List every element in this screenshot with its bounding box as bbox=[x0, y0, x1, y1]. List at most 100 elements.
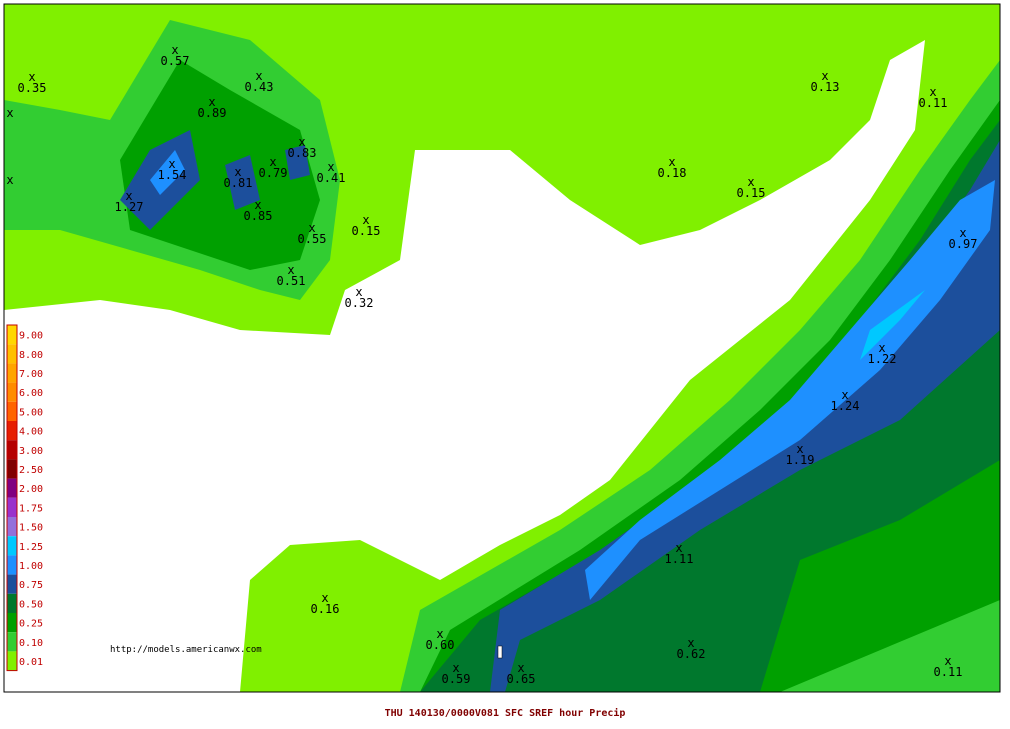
legend-swatch bbox=[7, 651, 17, 671]
point-value: 1.22 bbox=[868, 352, 897, 366]
point-value: 0.43 bbox=[245, 80, 274, 94]
point-value: 0.41 bbox=[317, 171, 346, 185]
marker: x bbox=[168, 157, 175, 171]
legend-swatch bbox=[7, 382, 17, 402]
legend-label: 3.00 bbox=[19, 446, 43, 457]
legend-label: 7.00 bbox=[19, 369, 43, 380]
point-value: 1.27 bbox=[115, 200, 144, 214]
marker: x bbox=[747, 175, 754, 189]
marker: x bbox=[327, 160, 334, 174]
marker: x bbox=[436, 627, 443, 641]
legend-swatch bbox=[7, 440, 17, 460]
marker: x bbox=[944, 654, 951, 668]
legend-label: 4.00 bbox=[19, 427, 43, 438]
marker: x bbox=[234, 165, 241, 179]
legend-label: 1.50 bbox=[19, 523, 43, 534]
point-value: 0.35 bbox=[18, 81, 47, 95]
marker: x bbox=[959, 226, 966, 240]
legend-swatch bbox=[7, 459, 17, 479]
legend-swatch bbox=[7, 421, 17, 441]
point-value: 0.60 bbox=[426, 638, 455, 652]
legend-label: 5.00 bbox=[19, 407, 43, 418]
legend-label: 1.00 bbox=[19, 561, 43, 572]
point-value: 0.11 bbox=[919, 96, 948, 110]
point-value: 0.65 bbox=[507, 672, 536, 686]
marker: x bbox=[6, 106, 13, 120]
legend-label: 0.10 bbox=[19, 638, 43, 649]
legend-label: 1.25 bbox=[19, 542, 43, 553]
points: x0.35x0.57x0.43x0.89x1.54x1.27x0.81x0.79… bbox=[18, 43, 978, 686]
marker: x bbox=[287, 263, 294, 277]
point-value: 0.13 bbox=[811, 80, 840, 94]
legend-label: 0.75 bbox=[19, 580, 43, 591]
marker: x bbox=[929, 85, 936, 99]
marker: x bbox=[517, 661, 524, 675]
point-value: 0.62 bbox=[677, 647, 706, 661]
legend-label: 8.00 bbox=[19, 350, 43, 361]
marker: x bbox=[878, 341, 885, 355]
map-frame bbox=[3, 3, 1001, 693]
marker: x bbox=[355, 285, 362, 299]
legend-swatch bbox=[7, 325, 17, 345]
marker: x bbox=[675, 541, 682, 555]
point-value: 0.55 bbox=[298, 232, 327, 246]
marker: x bbox=[687, 636, 694, 650]
legend-swatch bbox=[7, 497, 17, 517]
legend-swatch bbox=[7, 344, 17, 364]
point-value: 0.15 bbox=[352, 224, 381, 238]
marker: x bbox=[362, 213, 369, 227]
marker: x bbox=[321, 591, 328, 605]
legend-swatch bbox=[7, 517, 17, 537]
caption: THU 140130/0000V081 SFC SREF hour Precip bbox=[385, 707, 626, 719]
marker: x bbox=[171, 43, 178, 57]
point-value: 0.81 bbox=[224, 176, 253, 190]
marker: x bbox=[298, 135, 305, 149]
point-value: 0.32 bbox=[345, 296, 374, 310]
legend-swatch bbox=[7, 574, 17, 594]
marker: x bbox=[208, 95, 215, 109]
precip-bands-west bbox=[4, 20, 340, 300]
legend-label: 0.01 bbox=[19, 657, 43, 668]
legend-label: 0.50 bbox=[19, 599, 43, 610]
point-value: 0.18 bbox=[658, 166, 687, 180]
point-value: 1.24 bbox=[831, 399, 860, 413]
point-value: 0.15 bbox=[737, 186, 766, 200]
marker: x bbox=[255, 69, 262, 83]
no-precip-area bbox=[4, 40, 925, 692]
legend-swatch bbox=[7, 632, 17, 652]
precip-bands-east bbox=[400, 60, 1000, 692]
point-value: 1.19 bbox=[786, 453, 815, 467]
legend-swatch bbox=[7, 593, 17, 613]
marker: x bbox=[841, 388, 848, 402]
marker: x bbox=[6, 173, 13, 187]
marker: x bbox=[308, 221, 315, 235]
legend-label: 2.00 bbox=[19, 484, 43, 495]
marker: x bbox=[796, 442, 803, 456]
marker: x bbox=[254, 198, 261, 212]
point-value: 0.59 bbox=[442, 672, 471, 686]
point-value: 0.11 bbox=[934, 665, 963, 679]
legend: 9.00 8.00 7.00 6.00 5.00 4.00 3.00 2.50 2.00 1.75… bbox=[6, 324, 43, 672]
legend-swatch bbox=[7, 613, 17, 633]
point-value: 0.57 bbox=[161, 54, 190, 68]
marker: x bbox=[125, 189, 132, 203]
point-value: 1.11 bbox=[665, 552, 694, 566]
point-value: 0.83 bbox=[288, 146, 317, 160]
legend-label: 9.00 bbox=[19, 331, 43, 342]
point-value: 0.79 bbox=[259, 166, 288, 180]
marker: x bbox=[821, 69, 828, 83]
point-value: 0.89 bbox=[198, 106, 227, 120]
point-value: 0.51 bbox=[277, 274, 306, 288]
point-value: 0.16 bbox=[311, 602, 340, 616]
marker: x bbox=[269, 155, 276, 169]
marker: x bbox=[28, 70, 35, 84]
legend-label: 6.00 bbox=[19, 388, 43, 399]
legend-label: 0.25 bbox=[19, 619, 43, 630]
marker: x bbox=[452, 661, 459, 675]
marker: x bbox=[668, 155, 675, 169]
legend-swatch bbox=[7, 363, 17, 383]
point-value: 0.97 bbox=[949, 237, 978, 251]
source-url: http://models.americanwx.com bbox=[110, 645, 262, 655]
legend-label: 2.50 bbox=[19, 465, 43, 476]
